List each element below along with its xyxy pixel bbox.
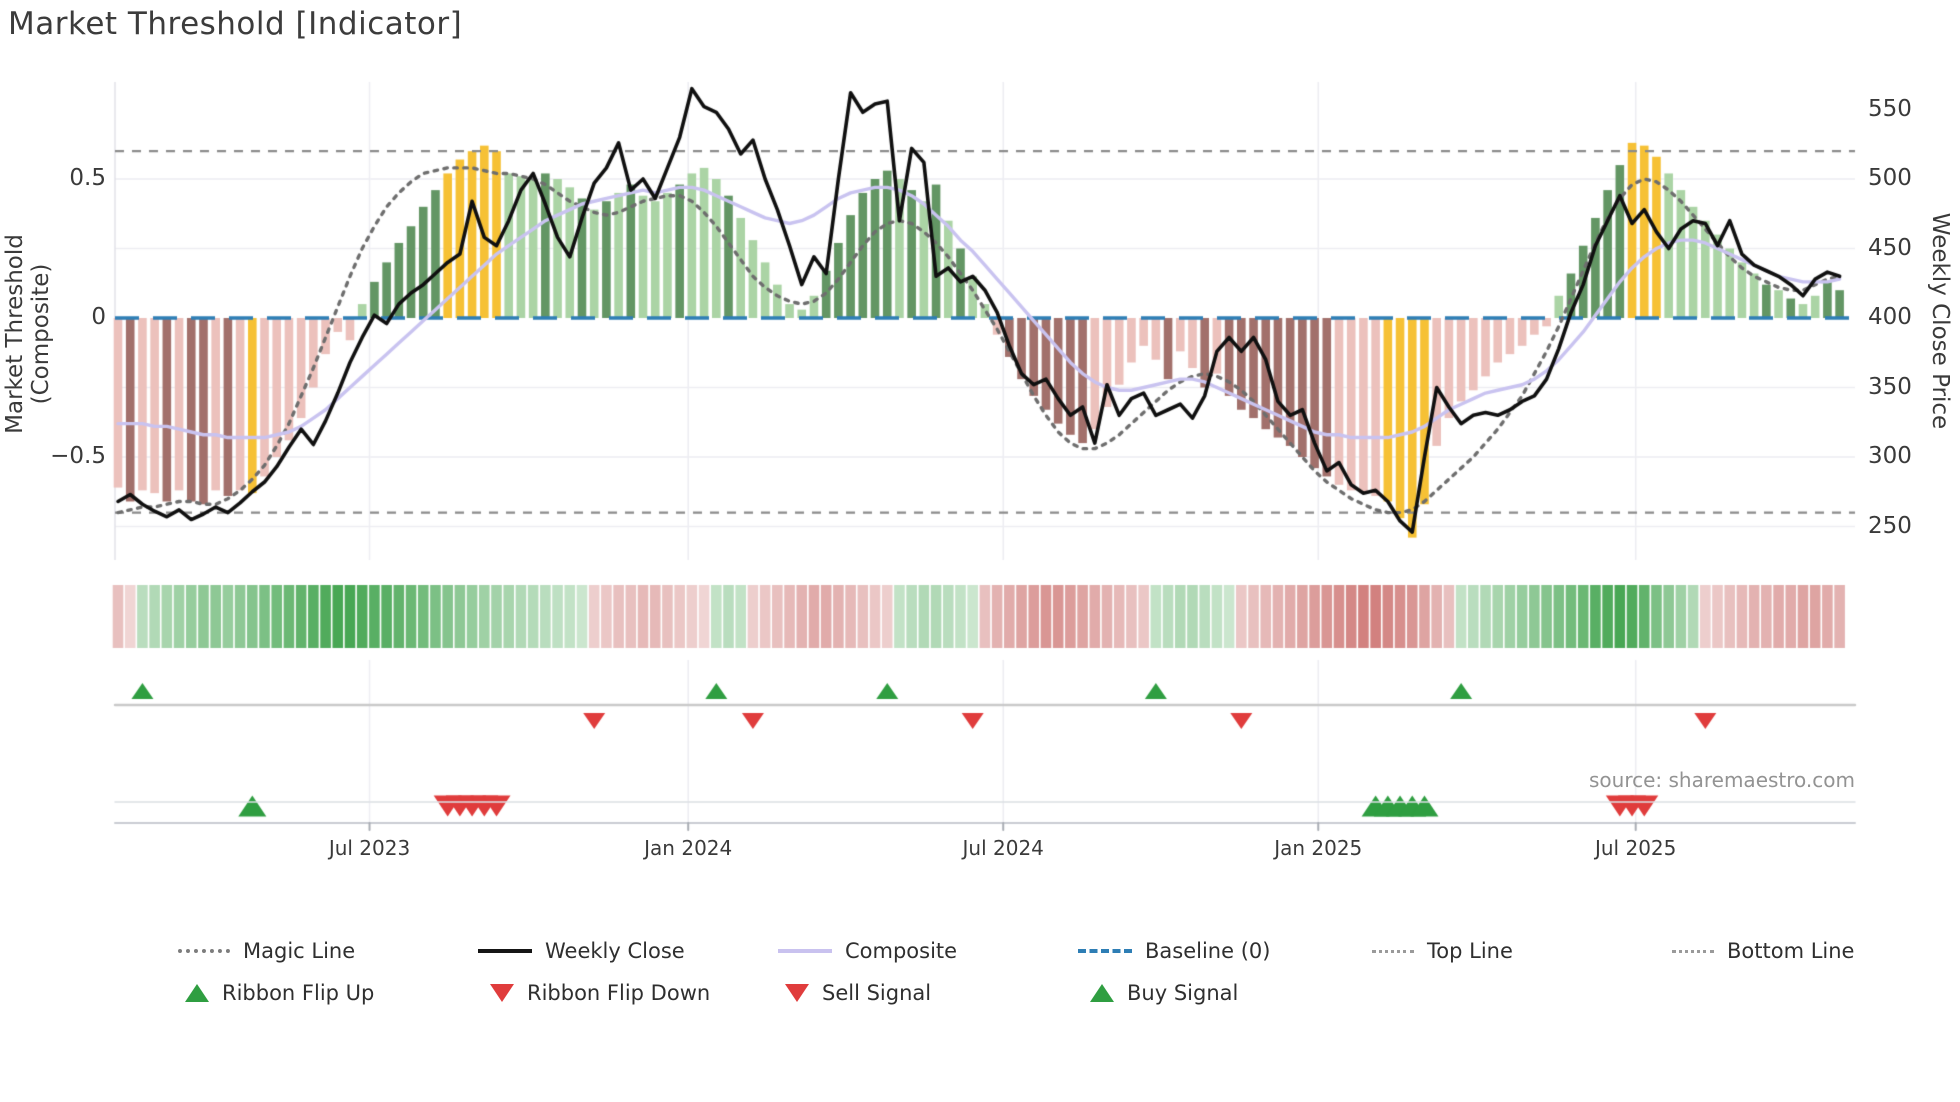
right-axis-tick-label: 450 <box>1868 234 1912 261</box>
legend-item-bottom-line: Bottom Line <box>1672 938 1854 964</box>
legend-item-weekly-close: Weekly Close <box>478 938 685 964</box>
left-axis-tick-label: 0 <box>91 304 106 330</box>
sell-signal-triangle-icon <box>785 984 809 1002</box>
x-axis-label: Jan 2025 <box>1274 836 1363 860</box>
legend-item-ribbon-flip-up: Ribbon Flip Up <box>185 980 374 1006</box>
x-axis-label: Jul 2023 <box>328 836 411 860</box>
ribbon-flip-up-triangle-icon <box>185 984 209 1002</box>
baseline-swatch-icon <box>1078 949 1132 953</box>
legend-item-sell-signal: Sell Signal <box>785 980 931 1006</box>
legend-item-top-line: Top Line <box>1372 938 1513 964</box>
right-axis-tick-label: 300 <box>1868 443 1912 469</box>
right-axis-tick-label: 250 <box>1868 512 1912 539</box>
legend-item-magic-line: Magic Line <box>178 938 355 964</box>
legend-item-baseline: Baseline (0) <box>1078 938 1270 964</box>
magic-line-swatch-icon <box>178 949 230 953</box>
left-axis-title: Market Threshold (Composite) <box>2 234 54 434</box>
x-axis-label: Jan 2024 <box>644 836 733 860</box>
right-axis-tick-label: 550 <box>1868 95 1912 122</box>
bottom-line-swatch-icon <box>1672 949 1714 953</box>
legend-item-composite: Composite <box>778 938 957 964</box>
legend-item-ribbon-flip-down: Ribbon Flip Down <box>490 980 710 1006</box>
left-axis-tick-label: −0.5 <box>50 443 106 469</box>
source-attribution: source: sharemaestro.com <box>1589 768 1855 792</box>
ribbon-flip-down-triangle-icon <box>490 984 514 1002</box>
right-axis-tick-label: 400 <box>1868 304 1912 330</box>
composite-swatch-icon <box>778 949 832 953</box>
left-axis-tick-label: 0.5 <box>69 165 106 191</box>
right-axis-tick-label: 350 <box>1868 373 1912 400</box>
legend-item-buy-signal: Buy Signal <box>1090 980 1238 1006</box>
x-axis-label: Jul 2024 <box>962 836 1044 860</box>
right-axis-tick-label: 500 <box>1868 165 1912 191</box>
buy-signal-triangle-icon <box>1090 984 1114 1002</box>
top-line-swatch-icon <box>1372 949 1414 953</box>
x-axis-label: Jul 2025 <box>1594 836 1677 860</box>
weekly-close-swatch-icon <box>478 949 532 953</box>
page-title: Market Threshold [Indicator] <box>8 6 463 42</box>
